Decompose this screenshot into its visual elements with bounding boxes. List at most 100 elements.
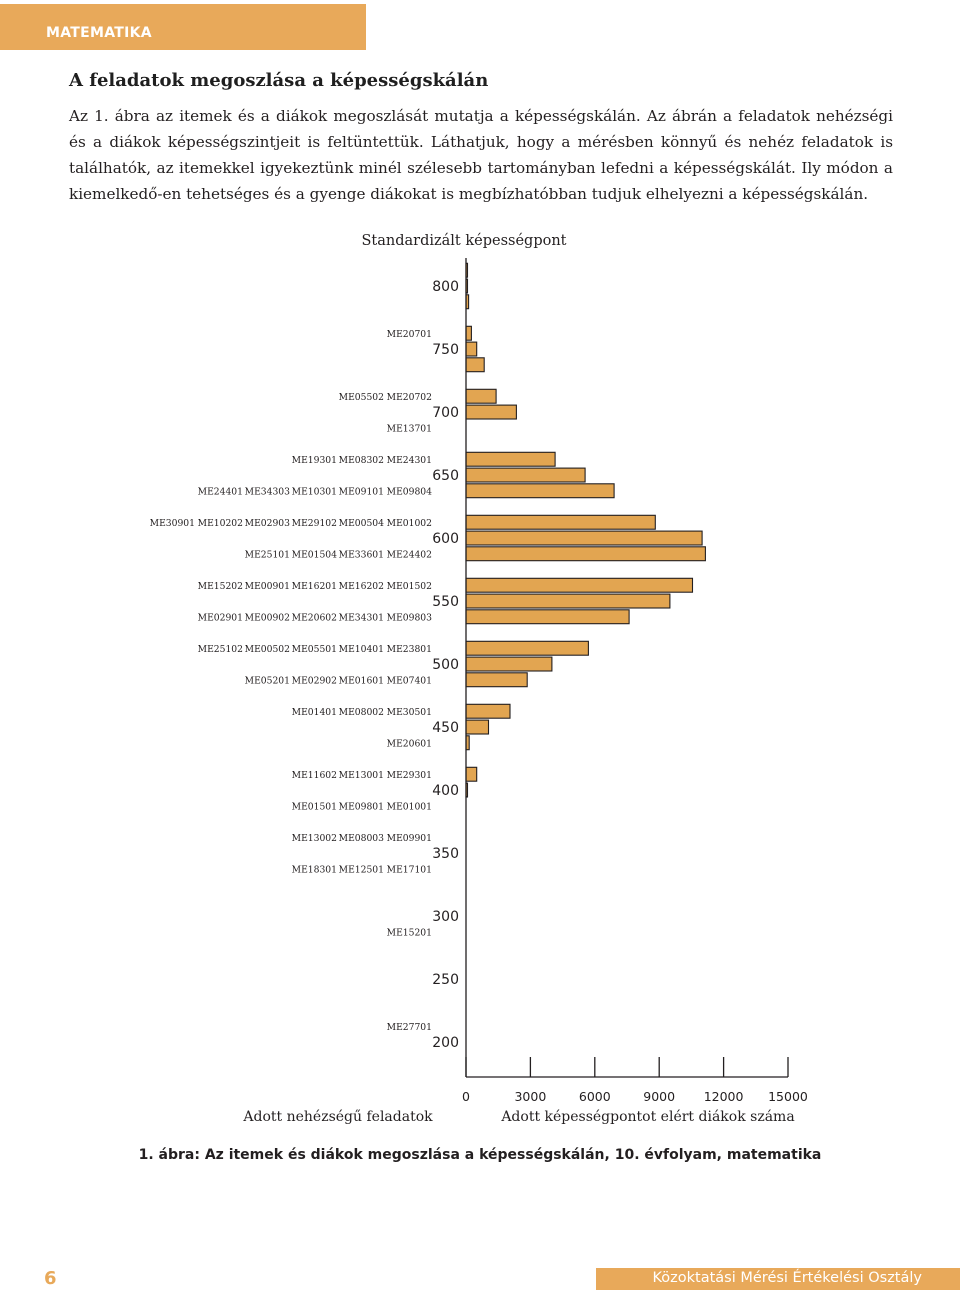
item-axis-label: Adott nehézségű feladatok [242, 1109, 433, 1125]
item-code: ME01501 [292, 801, 337, 812]
item-code: ME07401 [387, 675, 432, 686]
student-bar-12 [465, 530, 703, 546]
item-code: ME11602 [292, 770, 337, 781]
student-bar-9 [465, 467, 586, 483]
student-bar-17 [465, 640, 589, 656]
student-bar-4 [465, 341, 478, 357]
item-code: ME20702 [387, 392, 432, 403]
count-tick-labels: 0 3000 6000 9000 12000 15000 [462, 1057, 808, 1104]
item-code: ME34303 [245, 486, 290, 497]
item-code: ME00502 [245, 644, 290, 655]
item-code: ME29102 [292, 518, 337, 529]
item-code: ME02901 [198, 612, 243, 623]
count-axis-label: Adott képességpontot elért diákok száma [500, 1109, 794, 1125]
item-code: ME18301 [292, 864, 337, 875]
item-code: ME20701 [387, 329, 432, 340]
figure-caption: 1. ábra: Az itemek és diákok megoszlása … [138, 1147, 822, 1163]
item-code: ME25101 [245, 549, 290, 560]
item-code: ME02902 [292, 675, 337, 686]
student-bar-18 [465, 656, 553, 672]
item-code: ME09803 [387, 612, 432, 623]
item-code: ME24301 [387, 455, 432, 466]
item-code: ME09801 [339, 801, 384, 812]
student-bar-7 [465, 404, 517, 420]
item-code: ME30501 [387, 707, 432, 718]
count-tick-label: 6000 [579, 1089, 611, 1104]
item-code: ME08002 [339, 707, 384, 718]
item-code: ME09101 [339, 486, 384, 497]
item-code: ME01504 [292, 549, 337, 560]
item-code: ME00504 [339, 518, 384, 529]
student-bars [465, 262, 706, 798]
item-code: ME24402 [387, 549, 432, 560]
item-code: ME25102 [198, 644, 243, 655]
item-code: ME23801 [387, 644, 432, 655]
item-code: ME16202 [339, 581, 384, 592]
item-code: ME10401 [339, 644, 384, 655]
score-tick-label: 700 [432, 405, 459, 421]
item-code: ME27701 [387, 1022, 432, 1033]
item-code: ME13001 [339, 770, 384, 781]
item-code: ME01401 [292, 707, 337, 718]
item-code: ME16201 [292, 581, 337, 592]
item-code: ME00902 [245, 612, 290, 623]
item-code: ME08302 [339, 455, 384, 466]
score-tick-label: 250 [432, 972, 459, 988]
student-bar-19 [465, 672, 528, 688]
item-code: ME33601 [339, 549, 384, 560]
item-code: ME05502 [339, 392, 384, 403]
student-bar-21 [465, 719, 490, 735]
score-tick-labels: 800 750 700 650 600 550 500 450 400 350 300 250 200 [432, 279, 459, 1051]
student-bar-10 [465, 483, 615, 499]
student-bar-23 [465, 766, 478, 782]
item-code: ME13002 [292, 833, 337, 844]
count-tick-label: 0 [462, 1089, 470, 1104]
item-code: ME12501 [339, 864, 384, 875]
item-codes: ME20701 ME05502 ME20702 ME13701 ME19301 ME083… [150, 329, 432, 1033]
item-code: ME01001 [387, 801, 432, 812]
item-code: ME20601 [387, 738, 432, 749]
section-header-bar: MATEMATIKA [0, 4, 366, 50]
item-code: ME17101 [387, 864, 432, 875]
count-tick-label: 15000 [768, 1089, 808, 1104]
student-bar-6 [465, 388, 497, 404]
score-tick-label: 350 [432, 846, 459, 862]
item-code: ME19301 [292, 455, 337, 466]
student-bar-15 [465, 593, 671, 609]
item-code: ME08003 [339, 833, 384, 844]
item-code: ME00901 [245, 581, 290, 592]
count-tick-label: 9000 [643, 1089, 675, 1104]
item-student-distribution-chart: Standardizált képességpont ME20701 ME0550… [150, 233, 808, 1125]
intro-paragraph: Az 1. ábra az itemek és a diákok megoszl… [69, 107, 893, 203]
student-bar-20 [465, 703, 511, 719]
student-bar-14 [465, 577, 694, 593]
item-code: ME15201 [387, 927, 432, 938]
item-code: ME05501 [292, 644, 337, 655]
item-code: ME29301 [387, 770, 432, 781]
item-code: ME01502 [387, 581, 432, 592]
item-code: ME15202 [198, 581, 243, 592]
item-code: ME02903 [245, 518, 290, 529]
score-tick-label: 450 [432, 720, 459, 736]
student-bar-3 [465, 325, 472, 341]
student-bar-5 [465, 357, 485, 373]
item-code: ME24401 [198, 486, 243, 497]
chart-title: Standardizált képességpont [361, 233, 566, 249]
item-code: ME30901 [150, 518, 195, 529]
score-tick-label: 750 [432, 342, 459, 358]
section-heading: A feladatok megoszlása a képességskálán [69, 70, 489, 91]
count-tick-label: 12000 [704, 1089, 744, 1104]
section-label: MATEMATIKA [46, 25, 152, 41]
item-code: ME01002 [387, 518, 432, 529]
score-tick-label: 300 [432, 909, 459, 925]
item-code: ME13701 [387, 423, 432, 434]
student-bar-13 [465, 546, 706, 562]
item-code: ME10301 [292, 486, 337, 497]
score-tick-label: 650 [432, 468, 459, 484]
score-tick-label: 500 [432, 657, 459, 673]
item-code: ME20602 [292, 612, 337, 623]
student-bar-8 [465, 451, 556, 467]
footer-bar: Közoktatási Mérési Értékelési Osztály [596, 1268, 960, 1290]
student-bar-16 [465, 609, 630, 625]
item-code: ME10202 [198, 518, 243, 529]
